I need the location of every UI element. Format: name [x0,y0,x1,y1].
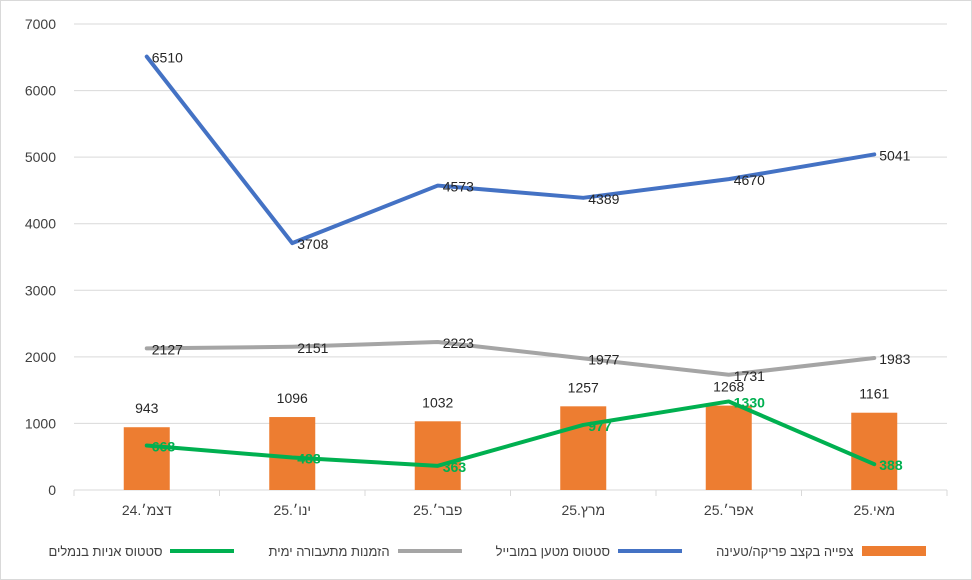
line-data-label: 4573 [443,179,474,195]
series-line [144,54,877,246]
line-data-label: 668 [152,439,176,455]
legend-swatch [170,549,235,553]
x-tick-label: פבר׳.25 [413,502,462,518]
y-tick-label: 7000 [25,16,56,32]
bar [414,421,461,490]
line-data-label: 977 [588,418,612,434]
line-data-label: 1977 [588,351,619,367]
line-data-label: 2151 [297,340,328,356]
bar-data-label: 943 [135,400,159,416]
line-data-label: 1983 [879,351,910,367]
bar-data-label: 1257 [568,379,599,395]
line-data-label: 5041 [879,147,910,163]
line-data-label: 4389 [588,191,619,207]
line-data-label: 2223 [443,335,474,351]
x-tick-label: מאי.25 [853,502,895,518]
line-data-label: 363 [443,459,467,475]
x-tick-label: ינו׳.25 [273,502,311,518]
bar [269,417,316,490]
legend-item: הזמנות מתעבורה ימית [268,539,462,563]
x-tick-label: אפר׳.25 [704,502,754,518]
legend-label: סטטוס אניות בנמלים [48,543,163,559]
legend-label: סטטוס מטען במובייל [495,543,611,559]
line-data-label: 388 [879,457,903,473]
y-tick-label: 5000 [25,149,56,165]
legend-item: סטטוס מטען במובייל [496,539,683,563]
x-tick-label: מרץ.25 [561,502,605,518]
legend-label: הזמנות מתעבורה ימית [268,543,390,559]
y-tick-label: 6000 [25,83,56,99]
y-tick-label: 3000 [25,282,56,298]
chart-legend: צפייה בקצב פריקה/טעינה סטטוס מטען במובייל… [1,539,972,563]
bar [560,406,607,490]
bar-data-label: 1161 [859,386,889,402]
y-tick-label: 4000 [25,216,56,232]
line-data-label: 3708 [297,236,328,252]
bar [705,405,752,490]
line-data-label: 6510 [152,50,183,66]
legend-swatch [861,546,926,556]
x-tick-label: דצמ׳.24 [122,502,172,518]
bar [851,412,898,490]
combo-chart: 0 1000 2000 3000 4000 5000 6000 7000 דצמ׳.24 ינו׳… [25,16,948,518]
bar [123,427,170,490]
bar-data-label: 1268 [713,379,744,395]
line-data-label: 4670 [734,172,765,188]
legend-swatch [618,549,683,553]
y-tick-label: 1000 [25,415,56,431]
legend-item: צפייה בקצב פריקה/טעינה [716,539,926,563]
legend-swatch [397,549,462,553]
y-tick-label: 2000 [25,349,56,365]
bar-data-label: 1096 [277,390,308,406]
legend-label: צפייה בקצב פריקה/טעינה [716,543,854,559]
line-data-label: 2127 [152,341,183,357]
legend-item: סטטוס אניות בנמלים [48,539,235,563]
line-data-label: 1330 [734,394,765,410]
series-line [144,340,877,377]
y-tick-label: 0 [48,482,56,498]
line-data-label: 488 [297,451,321,467]
bar-data-label: 1032 [422,394,453,410]
line-data-label: 1731 [734,368,765,384]
series-line [144,399,877,468]
